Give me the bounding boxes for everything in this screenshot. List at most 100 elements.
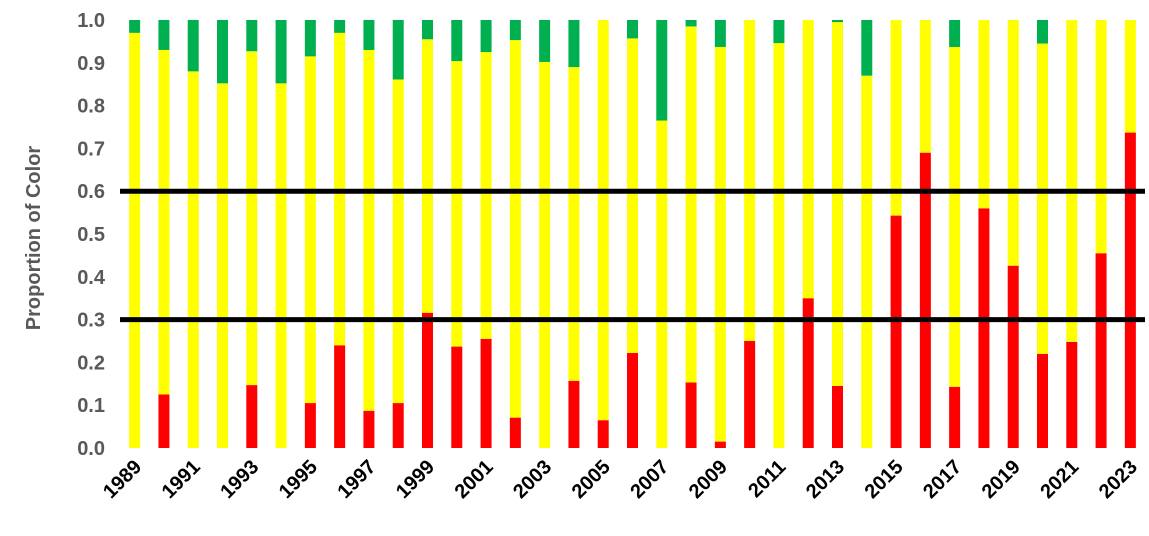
bar-segment-2023-0	[1124, 132, 1136, 448]
bar-segment-1992-2	[217, 20, 228, 84]
x-tick-label: 2019	[978, 456, 1025, 503]
bar-segment-2004-2	[568, 20, 580, 68]
bar-segment-1990-0	[158, 394, 170, 448]
x-tick-label: 2011	[744, 456, 790, 502]
bar-segment-1998-1	[392, 79, 404, 404]
bar-segment-2013-2	[832, 20, 843, 23]
bar-segment-2015-1	[890, 20, 902, 216]
bar-segment-1996-0	[334, 345, 346, 448]
y-tick-label: 0.4	[77, 267, 106, 289]
x-tick-label: 2007	[626, 456, 673, 503]
bar-segment-2013-0	[832, 385, 843, 448]
bar-segment-2018-1	[978, 20, 990, 209]
bar-segment-2008-2	[685, 20, 697, 27]
bar-segment-1997-0	[363, 410, 375, 448]
x-tick-label: 1989	[99, 456, 146, 503]
x-tick-label: 2009	[685, 456, 732, 503]
bar-segment-2015-0	[890, 215, 902, 448]
x-tick-label: 2001	[451, 456, 498, 503]
bar-segment-2020-0	[1037, 353, 1048, 448]
y-tick-label: 0.2	[77, 352, 105, 374]
bar-segment-2011-2	[773, 20, 785, 44]
bar-segment-2011-1	[773, 43, 785, 448]
x-tick-label: 2017	[919, 456, 966, 503]
bar-segment-1994-2	[275, 20, 287, 84]
bar-segment-1995-1	[304, 56, 316, 404]
bar-segment-2003-2	[539, 20, 551, 62]
bar-segment-2000-1	[451, 61, 463, 347]
bar-segment-1998-0	[392, 403, 404, 448]
bar-segment-1994-1	[275, 83, 287, 449]
bar-segment-1991-1	[187, 71, 199, 449]
bar-segment-2018-0	[978, 208, 990, 448]
bar-segment-2014-1	[861, 75, 873, 448]
x-tick-label: 1991	[158, 456, 205, 503]
bar-segment-1999-2	[422, 20, 433, 40]
bar-segment-2017-0	[949, 386, 961, 448]
bar-segment-2012-1	[802, 20, 814, 299]
bar-segment-1995-2	[304, 20, 316, 57]
bar-segment-2007-1	[656, 120, 668, 448]
y-tick-label: 0.8	[77, 96, 105, 118]
x-tick-label: 2003	[509, 456, 556, 503]
bar-segment-1991-2	[187, 20, 199, 72]
bar-segment-1993-0	[246, 385, 258, 448]
bar-segment-1993-1	[246, 51, 258, 386]
y-tick-label: 0.5	[77, 224, 105, 246]
bar-segment-2009-2	[714, 20, 726, 47]
bar-segment-2000-2	[451, 20, 463, 62]
bar-segment-2022-0	[1095, 253, 1107, 448]
bar-segment-1993-2	[246, 20, 258, 52]
bar-segment-2010-0	[744, 341, 756, 448]
x-tick-labels: 1989 1991 1993 1995 1997 1999 2001 2003 2005 2007…	[99, 456, 1142, 503]
bar-segment-2016-1	[919, 20, 931, 153]
bar-segment-1999-0	[422, 312, 433, 448]
reference-lines	[120, 188, 1145, 323]
bar-segment-2006-2	[627, 20, 638, 39]
bar-segment-1997-2	[363, 20, 375, 50]
x-tick-label: 2013	[802, 456, 849, 503]
bar-segment-2014-2	[861, 20, 873, 76]
bar-segment-2001-0	[480, 338, 492, 448]
bar-segment-2006-1	[627, 38, 638, 353]
x-tick-label: 2023	[1095, 456, 1142, 503]
y-tick-label: 0.7	[77, 138, 105, 160]
bar-segment-2004-1	[568, 67, 580, 381]
x-tick-label: 1995	[275, 456, 322, 503]
x-tick-label: 1993	[216, 456, 263, 503]
bar-segment-1998-2	[392, 20, 404, 80]
bar-segment-2016-0	[919, 152, 931, 448]
bar-segment-2007-2	[656, 20, 668, 121]
bar-segment-2009-0	[714, 441, 726, 448]
bar-segment-2019-0	[1007, 265, 1019, 448]
bar-segment-2022-1	[1095, 20, 1107, 254]
bar-segment-2006-0	[627, 352, 638, 448]
bar-segment-1990-2	[158, 20, 170, 50]
bar-segment-2002-1	[509, 40, 521, 418]
y-tick-label: 0.0	[77, 438, 105, 460]
y-tick-label: 0.1	[77, 395, 105, 417]
bar-segment-2005-0	[597, 420, 609, 448]
bar-segment-2020-1	[1037, 43, 1048, 354]
bar-segment-2001-2	[480, 20, 492, 53]
bars	[129, 20, 1136, 449]
bar-segment-2010-1	[744, 20, 756, 341]
bar-segment-2021-0	[1066, 341, 1078, 448]
bar-segment-2023-1	[1124, 20, 1136, 133]
bar-segment-1989-2	[129, 20, 141, 33]
bar-segment-2009-1	[714, 46, 726, 442]
bar-segment-2017-1	[949, 46, 961, 387]
y-tick-label: 1.0	[77, 10, 105, 32]
bar-segment-2003-1	[539, 61, 551, 448]
bar-segment-1996-2	[334, 20, 346, 33]
bar-segment-2013-1	[832, 22, 843, 386]
y-axis-title: Proportion of Color	[23, 146, 45, 331]
x-tick-label: 1999	[392, 456, 439, 503]
x-tick-label: 2005	[568, 456, 615, 503]
bar-segment-2005-1	[597, 20, 609, 421]
bar-segment-2000-0	[451, 346, 463, 448]
bar-segment-2002-2	[509, 20, 521, 41]
bar-segment-2019-1	[1007, 20, 1019, 266]
y-tick-label: 0.9	[77, 53, 105, 75]
